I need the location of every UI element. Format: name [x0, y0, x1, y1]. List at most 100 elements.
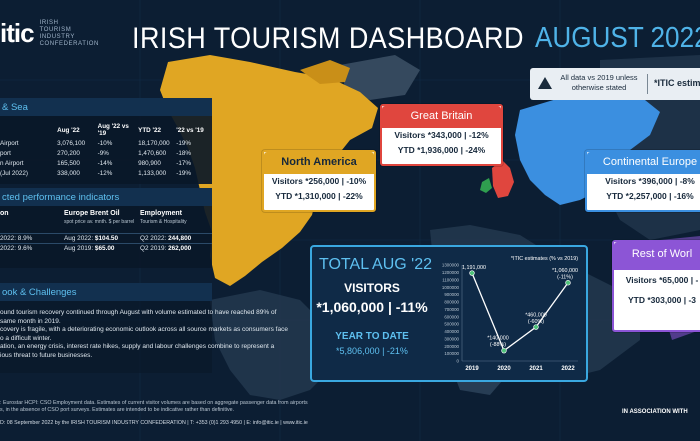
visitor-trend-chart: 1300000120000011000001000000900000800000…	[442, 256, 578, 372]
table-cell: -12%	[97, 169, 113, 177]
data-note-box: All data vs 2019 unless otherwise stated…	[530, 68, 700, 100]
table-cell: port	[0, 149, 11, 157]
table-cell: Airport	[0, 139, 19, 147]
column-header: '22 vs '19	[176, 126, 204, 134]
page-title: IRISH TOURISM DASHBOARD	[132, 22, 524, 55]
org-name: IRISH TOURISM INDUSTRY CONFEDERATION	[39, 19, 99, 47]
data-label: (-88%)	[490, 342, 506, 348]
kpi-row-label: Q2 2022:	[140, 235, 167, 242]
region-visitors: Visitors *343,000 | -12%	[394, 130, 489, 140]
y-tick-label: 1300000	[442, 263, 460, 268]
region-visitors: Visitors *65,000 | -	[625, 275, 699, 285]
table-cell: 1,470,600	[138, 149, 167, 157]
kpi-row-label: Aug 2019:	[64, 245, 94, 252]
table-cell: 18,170,000	[138, 139, 170, 147]
y-tick-label: 1100000	[442, 277, 459, 282]
kpi-column-oil: Europe Brent Oil spot price av. mnth. $ …	[64, 210, 140, 253]
y-tick-label: 900000	[444, 292, 459, 297]
kpi-row: Q2 2019: 262,000	[140, 243, 212, 253]
data-label: *1,060,000	[552, 268, 578, 274]
y-tick-label: 200000	[444, 344, 459, 349]
kpi-column-employment: Employment Tourism & Hospitality Q2 2022…	[140, 210, 212, 253]
y-tick-label: 100000	[444, 351, 459, 356]
outlook-line: same month in 2019.	[0, 317, 61, 325]
table-row: Airport 3,076,100 -10% 18,170,000 -19%	[0, 138, 212, 148]
y-tick-label: 1200000	[442, 270, 460, 275]
region-name: North America	[264, 152, 374, 174]
kpi-column-head: Employment	[140, 210, 183, 217]
region-ytd: YTD *1,936,000 | -24%	[397, 145, 486, 155]
kpi-heading: cted performance indicators	[0, 188, 212, 206]
callout-rest-of-world: Rest of Worl Visitors *65,000 | - YTD *3…	[612, 240, 700, 332]
itic-logo: itic	[0, 18, 35, 48]
total-panel: TOTAL AUG '22 VISITORS *1,060,000 | -11%…	[310, 245, 588, 382]
x-tick-label: 2021	[529, 366, 543, 372]
kpi-column-sub: Tourism & Hospitality	[140, 219, 187, 225]
outlook-heading: ook & Challenges	[0, 283, 212, 301]
x-tick-label: 2022	[561, 366, 575, 372]
callout-north-america: North America Visitors *256,000 | -10% Y…	[262, 150, 376, 212]
air-sea-heading: & Sea	[0, 98, 212, 116]
ytd-value: *5,806,000 | -21%	[336, 346, 408, 356]
kpi-panel: cted performance indicators on 2022: 8.9…	[0, 188, 212, 268]
x-tick-label: 2019	[465, 366, 479, 372]
region-name: Great Britain	[382, 106, 501, 128]
series-line	[471, 272, 569, 352]
outlook-line: covery is fragile, with a deteriorating …	[0, 326, 288, 334]
kpi-row: Q2 2022: 244,800	[140, 233, 212, 243]
table-row: (Jul 2022) 338,000 -12% 1,133,000 -19%	[0, 168, 212, 178]
kpi-row-label: Q2 2019:	[140, 245, 167, 252]
y-tick-label: 400000	[444, 329, 459, 334]
outlook-text: ound tourism recovery continued through …	[0, 309, 300, 361]
region-visitors: Visitors *256,000 | -10%	[271, 176, 367, 186]
footer-contact-bar: D: 08 September 2022 by the IRISH TOURIS…	[0, 420, 308, 426]
table-cell: 270,200	[57, 149, 80, 157]
table-cell: -19%	[176, 139, 191, 147]
kpi-value: $104.50	[94, 235, 119, 242]
region-ytd: YTD *2,257,000 | -16%	[606, 191, 694, 201]
table-cell: 338,000	[57, 169, 80, 177]
outlook-line: ation, an energy crisis, interest rate h…	[0, 343, 275, 351]
kpi-column-sub: spot price av. mnth. $ per barrel	[64, 219, 135, 225]
kpi-value: 244,800	[168, 235, 192, 242]
brand: itic IRISH TOURISM INDUSTRY CONFEDERATIO…	[0, 18, 120, 49]
table-row: port 270,200 -9% 1,470,600 -18%	[0, 148, 212, 158]
data-label: (-11%)	[557, 275, 573, 281]
table-cell: 3,076,100	[57, 139, 86, 147]
y-tick-label: 700000	[444, 307, 459, 312]
outlook-line: ious threat to future businesses.	[0, 351, 93, 359]
x-tick-label: 2020	[497, 366, 511, 372]
itic-estimates-label: *ITIC estimates	[654, 78, 700, 88]
table-cell: 165,500	[57, 159, 80, 167]
total-title: TOTAL AUG '22	[319, 256, 433, 273]
ytd-label: YEAR TO DATE	[335, 331, 409, 342]
air-sea-panel: & Sea Aug '22 Aug '22 vs '19 YTD '22 '22…	[0, 98, 212, 184]
table-cell: -14%	[97, 159, 113, 167]
kpi-row-label: Aug 2022:	[64, 235, 94, 242]
column-header: Aug '22	[57, 126, 80, 134]
kpi-value: 262,000	[168, 245, 192, 252]
region-ytd: YTD *1,310,000 | -22%	[275, 191, 363, 201]
region-name: Rest of Worl	[614, 242, 700, 270]
kpi-row: Aug 2019: $65.00	[64, 243, 140, 253]
column-header: Aug '22 vs '19	[97, 123, 129, 137]
report-month: AUGUST 2022	[535, 22, 700, 54]
footer-notes: : Eurostar HCPI: CSO Employment data. Es…	[0, 400, 700, 414]
data-label: *140,000	[487, 336, 509, 342]
note-divider	[647, 74, 648, 94]
table-cell: -10%	[97, 139, 113, 147]
y-tick-label: 800000	[444, 300, 459, 305]
callout-continental-europe: Continental Europe Visitors *396,000 | -…	[585, 150, 700, 212]
kpi-value: 2022: 8.9%	[0, 233, 64, 243]
data-point	[501, 347, 507, 354]
footer-source-line: s, in the absence of CSO port surveys. E…	[0, 407, 235, 413]
region-visitors: Visitors *396,000 | -8%	[605, 176, 695, 186]
region-name: Continental Europe	[587, 152, 700, 174]
data-point	[565, 280, 571, 286]
table-cell: 980,900	[138, 159, 161, 167]
visitors-label: VISITORS	[344, 281, 400, 295]
kpi-column-inflation: on 2022: 8.9% 2022: 9.6%	[0, 210, 64, 253]
kpi-column-sub	[0, 219, 64, 233]
table-cell: -9%	[97, 149, 109, 157]
table-cell: -19%	[176, 169, 191, 177]
